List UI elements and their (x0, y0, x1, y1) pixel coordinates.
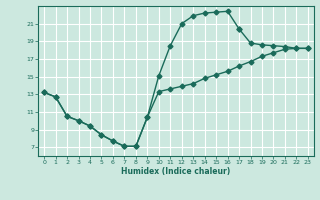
X-axis label: Humidex (Indice chaleur): Humidex (Indice chaleur) (121, 167, 231, 176)
